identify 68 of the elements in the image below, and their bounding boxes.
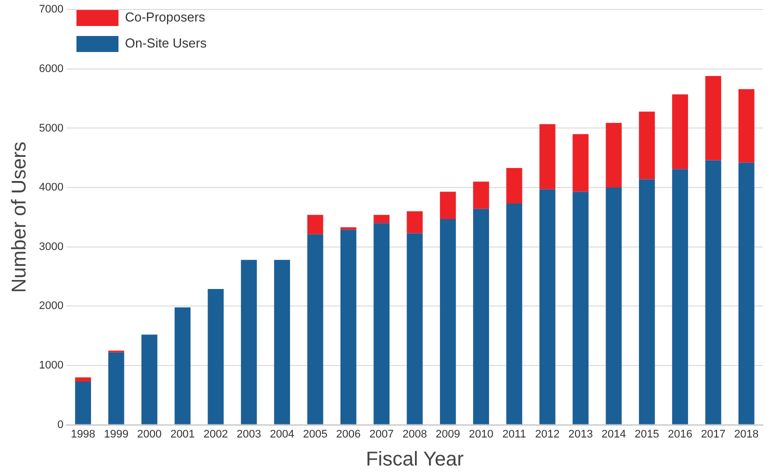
bar [572, 192, 589, 424]
bar [473, 182, 490, 209]
bar [539, 124, 556, 190]
x-tick-label: 2006 [336, 428, 361, 440]
x-tick-label: 2009 [436, 428, 460, 440]
bar [208, 288, 224, 424]
x-tick-label: 2001 [170, 428, 195, 440]
x-tick-label: 2017 [701, 428, 726, 440]
bar [307, 214, 324, 234]
bar [274, 260, 290, 424]
legend-label: On-Site Users [124, 36, 208, 51]
bar [738, 89, 754, 163]
bar [473, 208, 490, 424]
x-tick-label: 2014 [602, 428, 626, 440]
x-tick-label: 2010 [468, 428, 494, 440]
bar [672, 94, 688, 170]
bar [340, 230, 356, 424]
y-tick-label: 5000 [38, 122, 64, 134]
y-tick-label: 6000 [38, 62, 64, 75]
bar [606, 188, 622, 424]
y-axis-title: Number of Users [8, 142, 31, 293]
x-tick-label: 2015 [634, 428, 660, 440]
bar [705, 76, 722, 160]
y-tick-label: 4000 [38, 182, 64, 194]
y-tick-label: 7000 [38, 4, 64, 16]
bar [440, 218, 456, 424]
x-tick-label: 2016 [668, 428, 692, 440]
bar [174, 307, 191, 424]
y-tick-label: 2000 [38, 300, 64, 312]
bar [705, 160, 722, 424]
bar [506, 204, 522, 424]
bar [406, 211, 423, 234]
bar [75, 377, 92, 382]
x-tick-label: 2007 [369, 428, 394, 440]
bar [108, 352, 124, 424]
bar [738, 162, 754, 424]
bar [572, 134, 589, 192]
x-tick-label: 1998 [70, 428, 96, 440]
x-tick-label: 1999 [104, 428, 128, 440]
bar [539, 189, 556, 424]
bar [638, 179, 655, 424]
x-tick-label: 2018 [734, 428, 759, 440]
x-tick-label: 2003 [236, 428, 262, 440]
x-tick-label: 2005 [302, 428, 328, 440]
y-tick-label: 0 [57, 418, 64, 431]
x-tick-label: 2008 [402, 428, 427, 440]
x-tick-label: 2012 [535, 428, 560, 440]
bar [606, 122, 622, 188]
bar [374, 214, 390, 224]
bar [506, 168, 522, 204]
bar [406, 233, 423, 424]
bar [307, 234, 324, 424]
bar [374, 223, 390, 424]
x-tick-label: 2002 [203, 428, 228, 440]
bar [638, 112, 655, 180]
bar [440, 192, 456, 219]
x-tick-label: 2000 [137, 428, 162, 440]
legend-label: Co-Proposers [124, 10, 206, 25]
bar [141, 334, 158, 424]
bar [75, 382, 92, 424]
y-tick-label: 1000 [38, 360, 64, 372]
x-tick-label: 2011 [502, 428, 526, 440]
bar [240, 260, 257, 424]
bar [672, 169, 688, 424]
x-tick-label: 2013 [568, 428, 593, 440]
y-tick-label: 3000 [38, 240, 64, 253]
x-tick-label: 2004 [270, 428, 294, 440]
x-axis-title: Fiscal Year [366, 448, 464, 471]
